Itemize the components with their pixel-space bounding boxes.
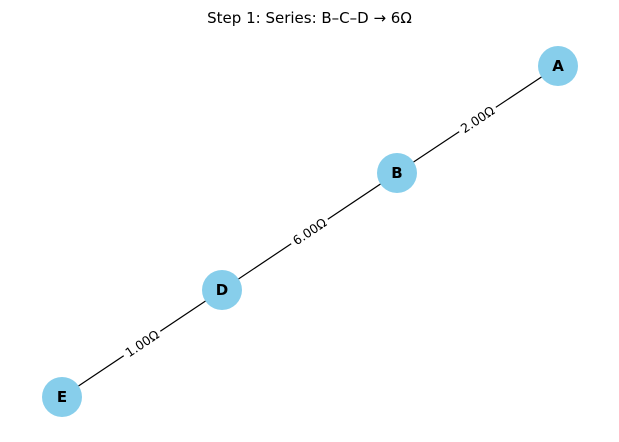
node-label: D (216, 281, 228, 299)
edge-label-background (119, 324, 165, 363)
edge-label-background (286, 212, 333, 251)
node-label: B (391, 164, 402, 182)
edge-d-e: 1.00Ω (61, 289, 223, 398)
node-e: E (42, 377, 82, 417)
edge-label-group: 2.00Ω (454, 100, 501, 139)
node-circle (538, 46, 578, 86)
node-circle (202, 270, 242, 310)
edge-a-b: 2.00Ω (396, 65, 559, 174)
node-circle (42, 377, 82, 417)
node-circle (377, 153, 417, 193)
diagram-title: Step 1: Series: B–C–D → 6Ω (207, 9, 412, 27)
node-a: A (538, 46, 578, 86)
node-label: E (57, 388, 67, 406)
node-d: D (202, 270, 242, 310)
edge-label-background (454, 100, 501, 139)
edge-b-d: 6.00Ω (221, 172, 398, 291)
node-label: A (552, 57, 564, 75)
node-b: B (377, 153, 417, 193)
edge-label-group: 1.00Ω (119, 324, 165, 363)
edge-label-group: 6.00Ω (286, 212, 333, 251)
